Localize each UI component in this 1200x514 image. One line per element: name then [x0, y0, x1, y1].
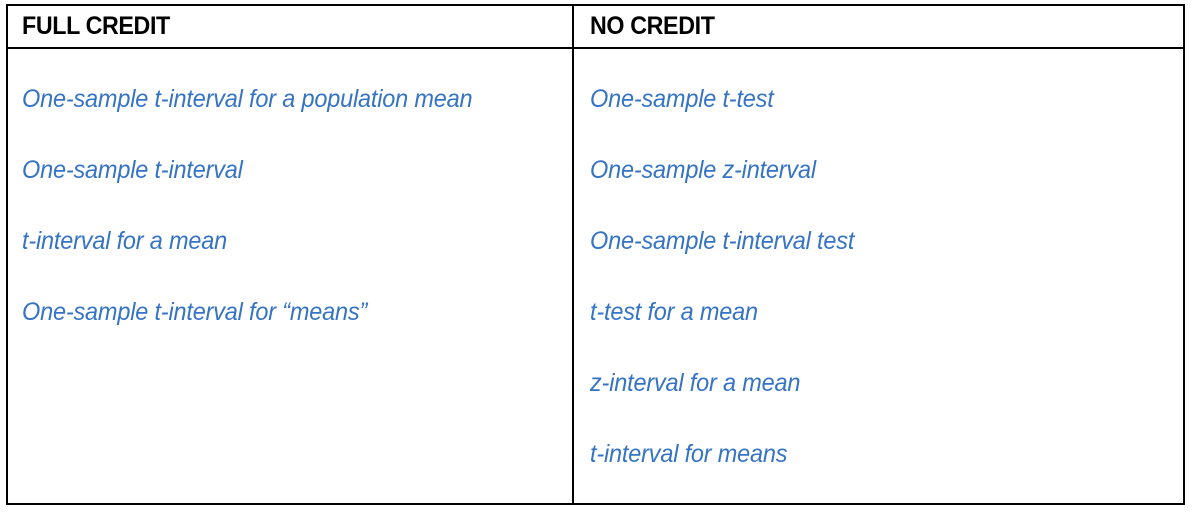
credit-comparison-table: FULL CREDIT NO CREDIT One-sample t-inter… — [6, 4, 1185, 505]
header-cell-no-credit: NO CREDIT — [574, 6, 1183, 47]
list-item: t-interval for means — [590, 440, 788, 468]
list-item: z-interval for a mean — [590, 369, 801, 397]
header-cell-full-credit: FULL CREDIT — [8, 6, 574, 47]
column-header-no-credit: NO CREDIT — [590, 12, 715, 40]
list-item: t-test for a mean — [590, 298, 758, 326]
table-header-row: FULL CREDIT NO CREDIT — [8, 6, 1183, 49]
body-cell-full-credit: One-sample t-interval for a population m… — [8, 49, 574, 503]
list-item: t-interval for a mean — [22, 227, 228, 255]
list-item: One-sample t-interval for a population m… — [22, 85, 473, 113]
no-credit-entry-list: One-sample t-test One-sample z-interval … — [590, 85, 1183, 469]
list-item: One-sample z-interval — [590, 156, 816, 184]
column-header-full-credit: FULL CREDIT — [22, 12, 170, 40]
table-body-row: One-sample t-interval for a population m… — [8, 49, 1183, 503]
list-item: One-sample t-interval — [22, 156, 243, 184]
list-item: One-sample t-interval test — [590, 227, 855, 255]
full-credit-entry-list: One-sample t-interval for a population m… — [22, 85, 572, 327]
body-cell-no-credit: One-sample t-test One-sample z-interval … — [574, 49, 1183, 503]
list-item: One-sample t-test — [590, 85, 774, 113]
list-item: One-sample t-interval for “means” — [22, 298, 368, 326]
